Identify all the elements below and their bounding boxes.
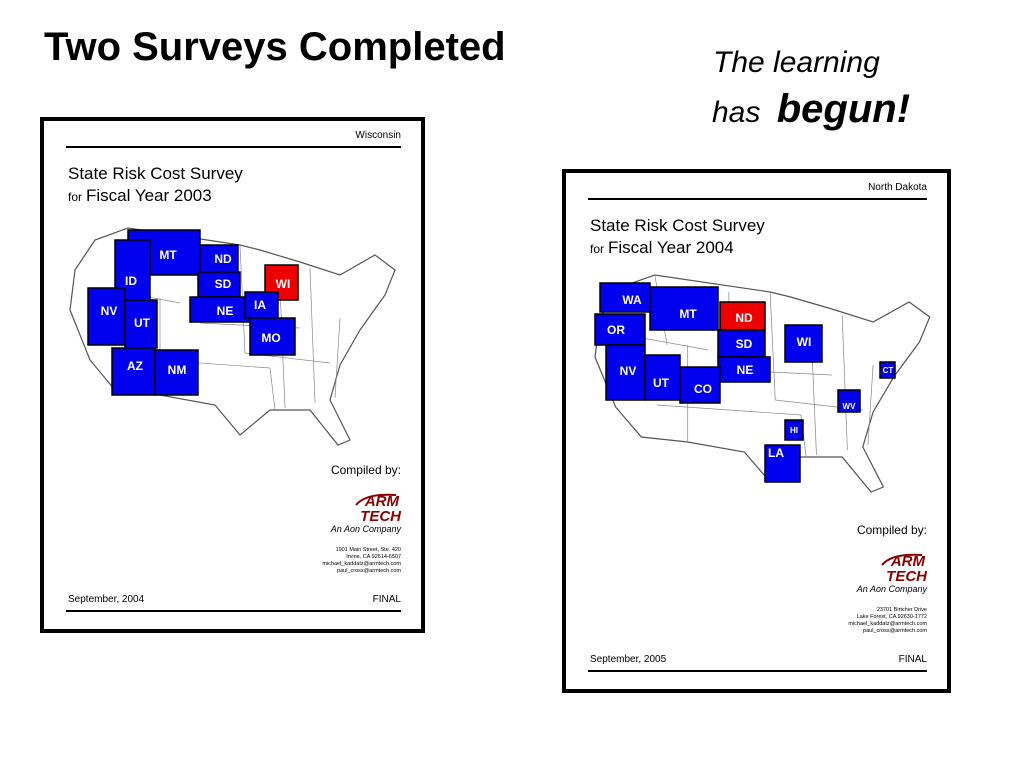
state-label: ND [735,311,753,325]
cover-fiscal-year: Fiscal Year 2003 [86,186,212,205]
state-label: ND [214,252,232,266]
state-shape [249,317,296,356]
report-cover: Wisconsin State Risk Cost Survey for Fiscal… [40,117,425,633]
company: An Aon Company [856,584,928,594]
state-label: WA [622,293,642,307]
logo-swoosh [355,493,397,506]
state-shape [679,366,721,404]
cover-state: Wisconsin [355,130,401,141]
cover-date: September, 2005 [590,654,667,665]
state-border [867,364,874,446]
slide-title: Two Surveys Completed [44,25,506,69]
address-line: michael_kaddatz@armtech.com [322,561,401,567]
cover-fiscal-line: for Fiscal Year 2003 [68,186,212,205]
state-label: HI [790,426,798,435]
cover-for: for [68,190,82,204]
state-border [841,314,848,451]
state-label: NV [101,304,118,318]
state-shape [197,271,241,298]
state-label: WI [797,335,812,349]
report-cover: North Dakota State Risk Cost Survey for Fis… [562,169,951,693]
tagline-line2: has begun! [712,87,910,131]
state-border [309,267,316,404]
state-shape [764,444,801,483]
tagline-emphasis: begun! [777,87,910,131]
cover-state: North Dakota [868,182,927,193]
state-shape [784,324,823,363]
address-line: Irvine, CA 92614-6507 [346,554,401,560]
address-line: 23701 Birtcher Drive [877,607,927,613]
state-label: MO [261,331,280,345]
state-label: MT [679,307,697,321]
state-shape [649,286,719,331]
state-label: WI [276,277,291,291]
state-label: NV [620,364,637,378]
state-label: SD [736,337,753,351]
state-shape [124,299,158,349]
cover-heading: State Risk Cost Survey [68,164,243,183]
state-label: ID [125,274,137,288]
cover-for: for [590,242,604,256]
state-label: NE [737,363,754,377]
state-shape [717,329,766,358]
state-shape [111,347,156,396]
cover-date: September, 2004 [68,594,145,605]
state-label: NM [168,363,187,377]
state-shape [154,349,199,396]
logo-bottom: TECH [886,568,928,585]
state-shape [784,419,804,441]
state-label: CO [694,382,712,396]
state-label: IA [254,298,266,312]
logo-top: ARM [364,493,400,510]
state-label: CT [883,366,894,375]
state-label: OR [607,323,625,337]
state-shape [644,354,681,401]
state-label: MT [159,248,177,262]
state-border [769,291,776,401]
cover-fiscal-line: for Fiscal Year 2004 [590,238,734,257]
state-label: SD [215,277,232,291]
cover-status: FINAL [373,594,402,605]
state-label: UT [653,376,670,390]
state-label: AZ [127,359,143,373]
logo-swoosh [881,553,923,566]
logo-top: ARM [890,553,926,570]
cover-heading: State Risk Cost Survey [590,216,765,235]
address-line: michael_kaddatz@armtech.com [848,621,927,627]
company: An Aon Company [330,524,402,534]
state-shape [87,287,126,346]
address-line: paul_cross@armtech.com [337,568,401,574]
state-shape [879,361,896,379]
tagline-line1: The learning [713,46,880,79]
state-label: NE [217,304,234,318]
state-shape [837,389,861,413]
state-label: UT [134,316,151,330]
state-border [269,367,276,411]
compiled-by: Compiled by: [331,463,401,477]
cover-fiscal-year: Fiscal Year 2004 [608,238,734,257]
compiled-by: Compiled by: [857,523,927,537]
address-line: 1901 Main Street, Ste. 420 [336,547,401,553]
state-shape [199,244,239,273]
tagline-prefix: has [712,96,760,129]
state-shape [244,291,279,319]
state-shape [594,313,646,346]
logo-bottom: TECH [360,508,402,525]
state-label: LA [768,446,784,460]
state-border [334,317,341,399]
state-label: WV [843,402,857,411]
state-shape [189,296,251,323]
cover-status: FINAL [899,654,928,665]
state-shape [719,301,766,331]
address-line: Lake Forest, CA 92630-1772 [857,614,927,620]
state-border [656,404,802,416]
address-line: paul_cross@armtech.com [863,628,927,634]
